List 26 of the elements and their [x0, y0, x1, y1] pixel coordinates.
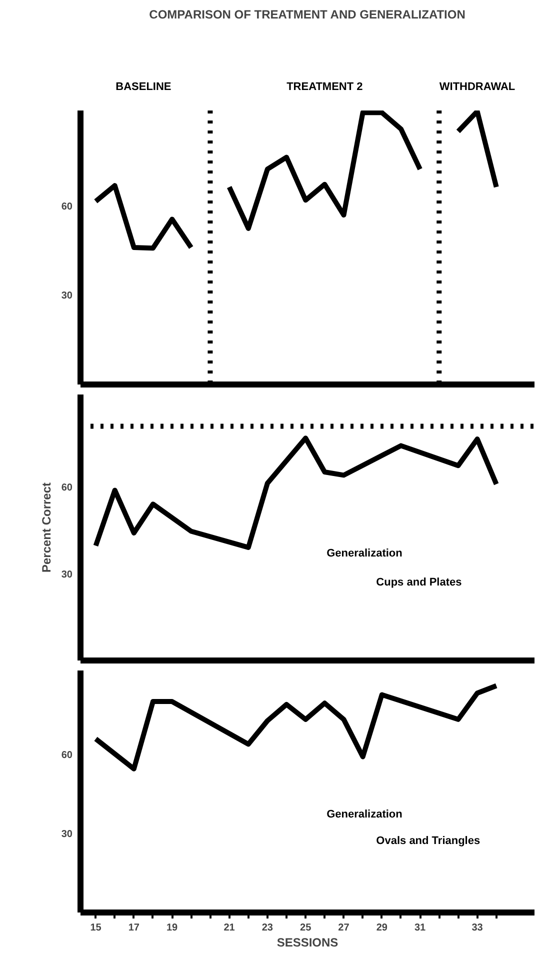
y-tick-label: 60 — [61, 482, 73, 494]
x-tick-label: 21 — [224, 922, 236, 934]
text: BASELINE — [116, 81, 172, 94]
text: WITHDRAWAL — [439, 81, 516, 94]
y-tick-label: 30 — [61, 569, 73, 580]
x-tick-label: 31 — [414, 922, 426, 934]
x-tick-label: 23 — [262, 922, 274, 934]
y-tick-label: 30 — [61, 290, 73, 302]
y-tick-label: 60 — [61, 750, 73, 762]
y-tick-label: 60 — [61, 201, 73, 212]
annotation: Ovals and Triangles — [376, 835, 480, 848]
x-tick-label: 17 — [128, 922, 140, 934]
annotation: Cups and Plates — [376, 576, 462, 589]
x-tick-label: 33 — [472, 922, 484, 934]
y-axis-title: Percent Correct — [39, 482, 54, 573]
annotation: Generalization — [326, 808, 403, 821]
annotation: Generalization — [326, 547, 403, 560]
x-tick-label: 19 — [166, 922, 178, 934]
chart-title: COMPARISON OF TREATMENT AND GENERALIZATION — [149, 8, 466, 22]
x-tick-label: 29 — [376, 922, 388, 934]
text: TREATMENT 2 — [286, 81, 363, 94]
y-tick-label: 30 — [61, 829, 73, 840]
x-tick-label: 27 — [338, 922, 350, 934]
x-axis-title: SESSIONS — [276, 936, 338, 950]
x-tick-label: 25 — [300, 922, 312, 934]
x-tick-label: 15 — [90, 922, 102, 934]
